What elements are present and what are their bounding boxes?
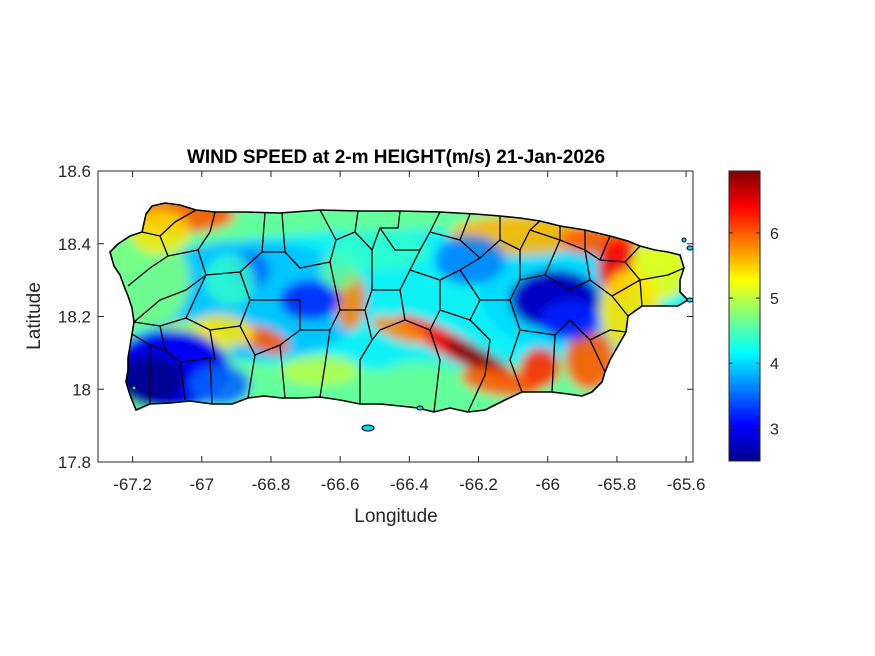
colorbar-tick-label: 5 bbox=[770, 291, 779, 308]
colorbar-tick-label: 3 bbox=[770, 421, 779, 438]
wind-speed-field bbox=[110, 203, 688, 412]
y-tick-label: 18 bbox=[72, 380, 91, 399]
colorbar: 3 4 5 6 bbox=[728, 170, 779, 462]
x-tick-label: -66.6 bbox=[321, 475, 360, 494]
plot-area bbox=[97, 170, 694, 463]
x-tick-label: -65.8 bbox=[598, 475, 637, 494]
small-islets bbox=[131, 237, 694, 432]
colorbar-tick-label: 4 bbox=[770, 356, 779, 373]
chart-title: WIND SPEED at 2-m HEIGHT(m/s) 21-Jan-202… bbox=[187, 147, 605, 168]
y-tick-label: 18.6 bbox=[58, 162, 91, 181]
y-axis-label: Latitude bbox=[24, 282, 45, 350]
colorbar-ticks: 3 4 5 6 bbox=[729, 226, 779, 438]
colorbar-tick-label: 6 bbox=[770, 226, 779, 243]
island-coastline bbox=[109, 202, 689, 413]
x-tick-label: -66.8 bbox=[252, 475, 291, 494]
x-tick-label: -67 bbox=[189, 475, 214, 494]
y-tick-label: 17.8 bbox=[58, 453, 91, 472]
y-tick-label: 18.4 bbox=[58, 235, 91, 254]
x-tick-label: -67.2 bbox=[113, 475, 152, 494]
y-tick-label: 18.2 bbox=[58, 308, 91, 327]
x-axis-ticks: -67.2 -67 -66.8 -66.6 -66.4 -66.2 -66 -65.8 -65.… bbox=[113, 171, 705, 494]
x-tick-label: -65.6 bbox=[667, 475, 706, 494]
x-tick-label: -66.2 bbox=[459, 475, 498, 494]
colorbar-gradient bbox=[728, 170, 761, 462]
x-tick-label: -66 bbox=[535, 475, 560, 494]
y-axis-ticks: 17.8 18 18.2 18.4 18.6 bbox=[58, 162, 693, 472]
x-axis-label: Longitude bbox=[354, 506, 437, 527]
municipality-boundaries bbox=[127, 209, 685, 413]
x-tick-label: -66.4 bbox=[390, 475, 429, 494]
